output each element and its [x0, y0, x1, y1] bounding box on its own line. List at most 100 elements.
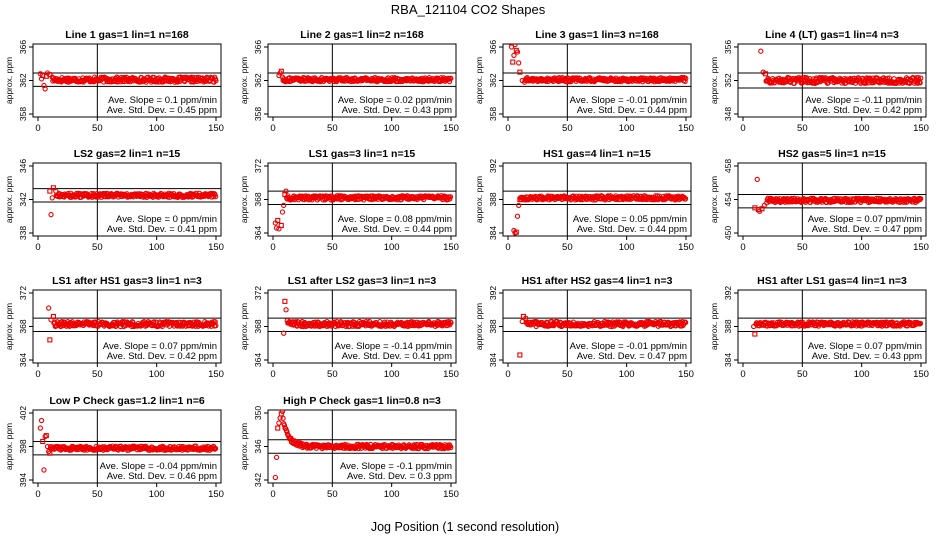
data-point [47, 188, 53, 194]
x-tick-label: 100 [384, 369, 400, 380]
x-tick-label: 50 [797, 242, 808, 253]
x-tick-label: 150 [678, 369, 694, 380]
stat-annotation: Ave. Slope = -0.11 ppm/min [805, 95, 922, 106]
y-tick-label: 388 [723, 319, 733, 333]
x-tick-label: 100 [619, 369, 635, 380]
x-tick-label: 100 [619, 242, 635, 253]
data-point [212, 445, 219, 452]
panel-2: Line 2 gas=1 lin=2 n=168 0 50 100 150 358 362 3… [239, 29, 459, 134]
y-axis-label: approx. ppm [239, 176, 249, 223]
y-tick-label: 384 [488, 226, 498, 240]
stat-annotation: Ave. Std. Dev. = 0.44 ppm [342, 224, 452, 235]
panel-1: Line 1 gas=1 lin=1 n=168 0 50 100 150 358 362 3… [4, 29, 224, 134]
x-tick-label: 0 [740, 242, 745, 253]
y-tick-label: 362 [253, 73, 263, 87]
y-axis-label: approx. ppm [709, 303, 719, 350]
data-point [517, 69, 523, 75]
y-tick-label: 364 [253, 226, 263, 240]
y-tick-label: 362 [18, 73, 28, 87]
data-point [782, 196, 789, 202]
data-point [279, 209, 286, 215]
panel-title: HS1 gas=4 lin=1 n=15 [543, 148, 651, 160]
y-axis-label: approx. ppm [239, 423, 249, 470]
panel-title: Line 1 gas=1 lin=1 n=168 [65, 29, 189, 41]
panel-4: Line 4 (LT) gas=1 lin=4 n=3 0 50 100 150 348 3… [709, 29, 929, 134]
y-tick-label: 402 [18, 406, 28, 420]
x-tick-label: 150 [913, 123, 929, 134]
x-tick-label: 100 [384, 242, 400, 253]
y-tick-label: 368 [18, 319, 28, 333]
y-tick-label: 398 [18, 439, 28, 453]
data-point [519, 318, 525, 325]
panel-9: LS1 after HS1 gas=3 lin=1 n=3 0 50 100 150 36… [4, 275, 224, 380]
data-point [448, 75, 454, 81]
data-point [46, 305, 52, 311]
panel-13: Low P Check gas=1.2 lin=1 n=6 0 50 100 150 39… [4, 395, 224, 500]
data-point [37, 425, 44, 431]
panel-title: LS1 gas=3 lin=1 n=15 [309, 148, 416, 160]
y-axis-label: approx. ppm [4, 303, 14, 350]
y-tick-label: 384 [723, 353, 733, 367]
panel-7: HS1 gas=4 lin=1 n=15 0 50 100 150 384 388 392 ap… [474, 148, 694, 253]
x-tick-label: 0 [35, 242, 40, 253]
y-axis-label: approx. ppm [474, 176, 484, 223]
y-tick-label: 366 [253, 40, 263, 54]
data-point [280, 415, 286, 421]
data-point [279, 410, 286, 414]
stat-annotation: Ave. Slope = 0.08 ppm/min [338, 214, 452, 225]
stat-annotation: Ave. Std. Dev. = 0.42 ppm [812, 105, 922, 116]
y-tick-label: 350 [253, 406, 263, 420]
data-point [682, 196, 689, 202]
stat-annotation: Ave. Std. Dev. = 0.3 ppm [347, 471, 452, 482]
data-point [282, 298, 288, 304]
data-point [514, 213, 521, 219]
panel-title: Line 4 (LT) gas=1 lin=4 n=3 [765, 29, 899, 41]
y-axis-label: approx. ppm [4, 176, 14, 223]
y-tick-label: 366 [18, 40, 28, 54]
x-tick-label: 0 [35, 369, 40, 380]
data-point [448, 319, 454, 326]
x-tick-label: 50 [92, 489, 103, 500]
y-tick-label: 342 [253, 473, 263, 487]
stat-annotation: Ave. Std. Dev. = 0.47 ppm [577, 351, 687, 362]
stat-annotation: Ave. Slope = -0.14 ppm/min [335, 341, 452, 352]
x-tick-label: 100 [384, 123, 400, 134]
x-tick-label: 100 [384, 489, 400, 500]
data-points [751, 319, 924, 337]
data-point [510, 59, 516, 65]
stat-annotation: Ave. Std. Dev. = 0.45 ppm [107, 105, 217, 116]
data-points [752, 176, 924, 214]
data-point [212, 193, 219, 200]
data-point [278, 68, 284, 74]
y-axis-label: approx. ppm [709, 176, 719, 223]
data-point [762, 71, 769, 77]
x-tick-label: 150 [443, 489, 459, 500]
x-tick-label: 150 [913, 242, 929, 253]
data-point [276, 420, 282, 426]
y-tick-label: 362 [488, 73, 498, 87]
data-point [512, 44, 518, 48]
figure-x-label: Jog Position (1 second resolution) [371, 520, 559, 534]
data-point [683, 75, 689, 81]
data-point [512, 230, 518, 236]
x-tick-label: 150 [208, 489, 224, 500]
data-point [49, 195, 55, 201]
panel-title: LS1 after LS2 gas=3 lin=1 n=3 [288, 275, 437, 287]
y-axis-label: approx. ppm [4, 57, 14, 104]
x-tick-label: 100 [149, 242, 165, 253]
data-point [682, 78, 688, 85]
x-tick-label: 0 [270, 123, 275, 134]
data-point [273, 225, 280, 231]
stat-annotation: Ave. Std. Dev. = 0.47 ppm [812, 224, 922, 235]
x-tick-label: 50 [327, 489, 338, 500]
y-tick-label: 394 [18, 473, 28, 487]
panel-6: LS1 gas=3 lin=1 n=15 0 50 100 150 364 368 372 ap… [239, 148, 459, 253]
panel-5: LS2 gas=2 lin=1 n=15 0 50 100 150 338 342 346 ap… [4, 148, 224, 253]
stat-annotation: Ave. Std. Dev. = 0.43 ppm [812, 351, 922, 362]
data-point [40, 438, 46, 445]
y-tick-label: 348 [723, 107, 733, 121]
x-tick-label: 150 [443, 123, 459, 134]
y-tick-label: 366 [488, 40, 498, 54]
data-points [37, 417, 219, 473]
